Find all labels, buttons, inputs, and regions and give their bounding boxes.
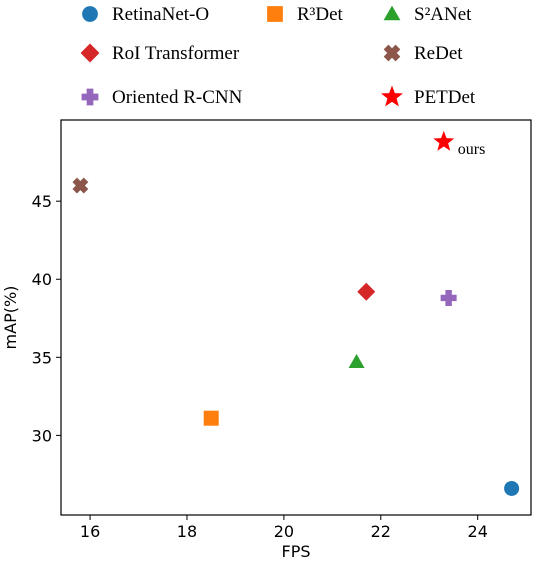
data-point-oriented-r-cnn (440, 289, 457, 306)
legend-label-r-det: R³Det (297, 4, 344, 25)
y-tick-label: 40 (32, 270, 52, 289)
data-point-redet (72, 177, 89, 194)
legend-label-petdet: PETDet (414, 87, 476, 108)
plot-area: 16 18 20 22 24 30 35 40 45 FPS mAP(%) ours (1, 119, 532, 561)
data-point-petdet (433, 130, 455, 151)
legend-marker-roi-transformer (80, 43, 100, 63)
x-tick-label: 18 (177, 522, 197, 541)
y-tick-label: 30 (32, 426, 52, 445)
legend-marker-retinanet-o (82, 6, 98, 22)
annotation-label: ours (458, 141, 486, 158)
y-axis-label: mAP(%) (1, 286, 20, 350)
legend-label-retinanet-o: RetinaNet-O (112, 4, 209, 25)
legend-label-redet: ReDet (414, 43, 463, 64)
legend-marker-s-anet (383, 5, 401, 21)
x-tick-label: 20 (274, 522, 294, 541)
y-tick-label: 35 (32, 348, 52, 367)
legend-label-roi-transformer: RoI Transformer (112, 43, 240, 64)
legend-label-oriented-r-cnn: Oriented R-CNN (112, 87, 243, 108)
data-point-roi-transformer (357, 282, 376, 301)
data-point-s-anet (348, 353, 365, 368)
plot-frame (60, 119, 532, 516)
x-tick-label: 24 (468, 522, 488, 541)
legend-marker-petdet (381, 85, 403, 107)
data-point-retinanet-o (504, 480, 520, 496)
legend-marker-oriented-r-cnn (81, 88, 99, 106)
x-tick-label: 22 (371, 522, 391, 541)
legend: RetinaNet-O R³Det S²ANet RoI Transformer ReD… (80, 4, 476, 108)
legend-marker-r-det (267, 6, 283, 22)
x-axis-label: FPS (281, 542, 310, 561)
legend-label-s-anet: S²ANet (414, 4, 472, 25)
legend-marker-redet (383, 44, 401, 62)
data-point-r-det (203, 410, 219, 426)
y-tick-label: 45 (32, 192, 52, 211)
x-tick-label: 16 (80, 522, 100, 541)
